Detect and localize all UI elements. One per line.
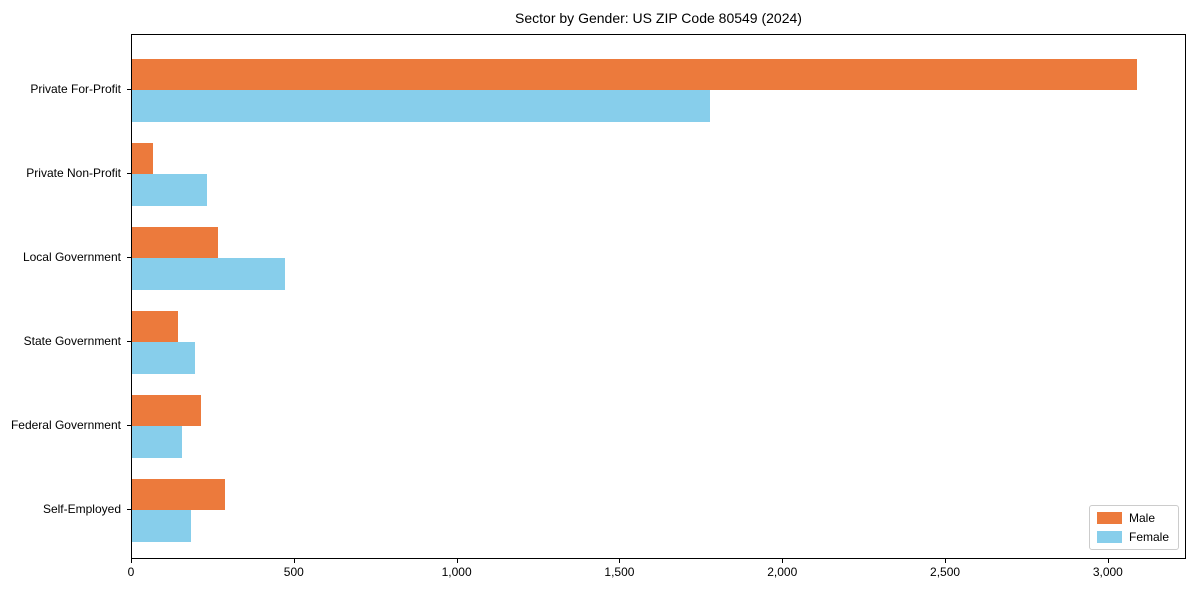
y-tick-mark [127, 257, 131, 258]
y-label-state-government: State Government [23, 334, 121, 348]
x-label-500: 500 [283, 565, 304, 579]
bar-female-self-employed [132, 510, 191, 542]
bar-male-private-for-profit [132, 58, 1137, 90]
legend-item-male: Male [1097, 511, 1171, 525]
x-label-3000: 3,000 [1092, 565, 1123, 579]
y-label-self-employed: Self-Employed [42, 502, 121, 516]
bar-female-private-non-profit [132, 174, 207, 206]
plot-area [131, 34, 1186, 559]
y-label-private-for-profit: Private For-Profit [30, 82, 121, 96]
x-tick-mark [293, 559, 295, 563]
x-label-2500: 2,500 [930, 565, 961, 579]
x-label-1000: 1,000 [441, 565, 472, 579]
x-tick-mark [945, 559, 947, 563]
legend-item-female: Female [1097, 530, 1171, 544]
x-tick-mark [782, 559, 784, 563]
bar-male-state-government [132, 310, 179, 342]
bar-female-private-for-profit [132, 90, 710, 122]
x-tick-mark [1107, 559, 1109, 563]
bar-male-federal-government [132, 394, 202, 426]
y-tick-mark [127, 341, 131, 342]
bar-male-private-non-profit [132, 142, 154, 174]
legend: Male Female [1089, 505, 1179, 550]
bar-female-state-government [132, 342, 196, 374]
x-tick-mark [619, 559, 621, 563]
legend-swatch-female [1097, 531, 1122, 543]
x-label-1500: 1,500 [604, 565, 635, 579]
y-tick-mark [127, 425, 131, 426]
bar-female-local-government [132, 258, 286, 290]
x-tick-mark [456, 559, 458, 563]
legend-label-male: Male [1129, 511, 1156, 525]
y-label-federal-government: Federal Government [10, 418, 121, 432]
y-label-local-government: Local Government [22, 250, 121, 264]
legend-swatch-male [1097, 512, 1122, 524]
bar-female-federal-government [132, 426, 183, 458]
y-tick-mark [127, 509, 131, 510]
y-label-private-non-profit: Private Non-Profit [26, 166, 121, 180]
legend-label-female: Female [1129, 530, 1170, 544]
bar-male-local-government [132, 226, 218, 258]
bar-male-self-employed [132, 478, 226, 510]
x-label-0: 0 [127, 565, 135, 579]
y-tick-mark [127, 173, 131, 174]
chart-title: Sector by Gender: US ZIP Code 80549 (202… [515, 10, 802, 26]
x-tick-mark [131, 559, 132, 563]
y-tick-mark [127, 89, 131, 90]
x-label-2000: 2,000 [767, 565, 798, 579]
